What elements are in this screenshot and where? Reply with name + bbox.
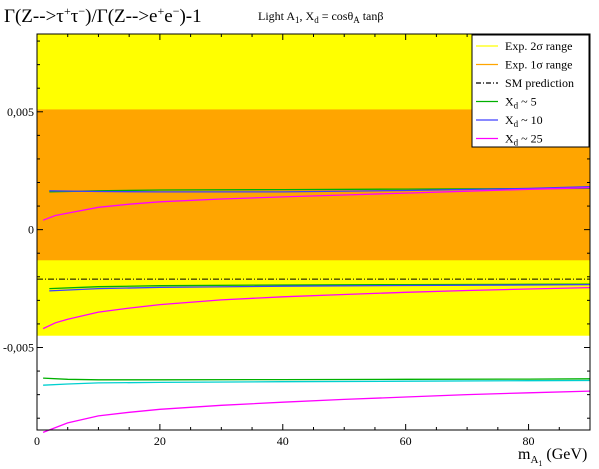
legend-label: SM prediction [505,76,574,90]
y-tick-label: -0,005 [3,341,34,355]
legend-label: Exp. 1σ range [505,58,572,72]
legend-label: Xd ~ 25 [505,132,543,148]
series-line-6 [43,379,591,386]
x-tick-label: 0 [34,434,40,448]
series-line-1 [49,283,591,290]
series-line-4 [42,187,591,221]
x-tick-label: 80 [523,434,535,448]
y-tick-label: 0 [28,223,34,237]
chart-subtitle: Light A1, Xd = cosθA tanβ [258,9,383,25]
y-tick-label: 0,005 [7,105,34,119]
series-line-2 [49,186,591,193]
legend-box [471,34,590,148]
x-axis-label: mA1 (GeV) [518,446,587,468]
x-tick-label: 20 [154,434,166,448]
series-line-8 [42,390,591,434]
x-tick-label: 40 [277,434,289,448]
chart-title: Γ(Z-->τ+τ−)/Γ(Z-->e+e−)-1 [4,4,202,27]
x-tick-label: 60 [400,434,412,448]
series-line-7 [43,377,591,381]
legend-label: Xd ~ 10 [505,113,543,129]
series-line-5 [42,286,591,330]
legend-label: Xd ~ 5 [505,95,537,111]
series-line-3 [49,283,591,292]
legend-label: Exp. 2σ range [505,39,572,53]
legend: Exp. 2σ range Exp. 1σ range SM prediction X… [471,34,590,148]
